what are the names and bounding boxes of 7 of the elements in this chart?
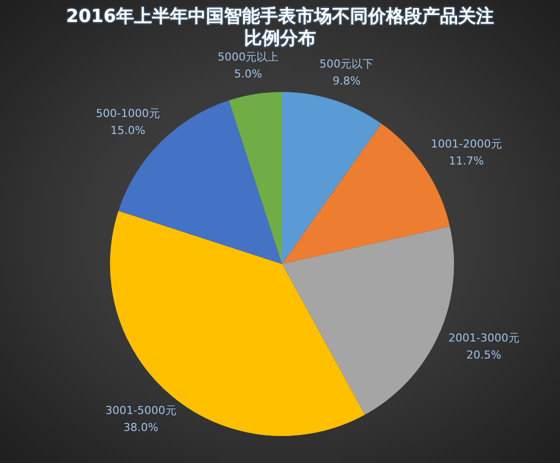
data-label: 5000元以上 5.0% xyxy=(218,50,279,80)
data-label: 500元以下 9.8% xyxy=(320,57,374,88)
data-label: 2001-3000元 20.5% xyxy=(448,332,520,362)
data-label: 3001-5000元 38.0% xyxy=(105,404,176,434)
data-label: 1001-2000元 11.7% xyxy=(430,138,502,168)
data-label: 500-1000元 15.0% xyxy=(96,106,160,137)
chart-title: 2016年上半年中国智能手表市场不同价格段产品关注比例分布 xyxy=(64,6,496,50)
